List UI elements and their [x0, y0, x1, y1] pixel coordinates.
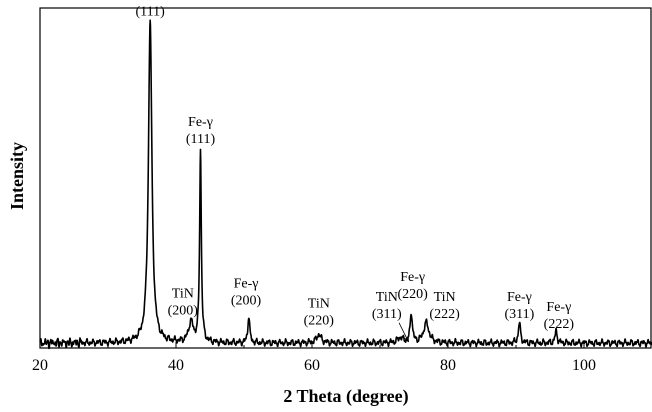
peak-label-index: (220) — [304, 314, 335, 329]
peak-label-name: TiN — [308, 297, 330, 312]
peak-label-name: TiN — [376, 290, 398, 305]
peak-label-index: (200) — [168, 304, 199, 319]
x-tick-label: 40 — [168, 357, 184, 374]
peak-label-index: (111) — [136, 5, 166, 20]
peak-label-index: (311) — [372, 307, 402, 322]
plot-area: 20 40 60 80 100 TiN (111) Fe-γ (111) TiN (200) Fe-γ… — [32, 0, 652, 374]
peak-label-name: Fe-γ — [507, 290, 532, 305]
diffraction-series-line — [39, 19, 652, 350]
peak-label-index: (111) — [186, 132, 216, 147]
peak-label-name: TiN — [139, 0, 161, 3]
peak-label-index: (220) — [397, 287, 428, 302]
x-axis-title: 2 Theta (degree) — [283, 386, 408, 407]
peak-label-name: Fe-γ — [234, 277, 259, 292]
peak-label-name: TiN — [434, 290, 456, 305]
annotation-arrow-head — [403, 335, 409, 343]
peak-label-name: Fe-γ — [400, 270, 425, 285]
peak-label-name: Fe-γ — [546, 300, 571, 315]
x-tick-label: 80 — [440, 357, 456, 374]
peak-label-index: (222) — [544, 317, 575, 332]
peak-label-index: (200) — [231, 294, 262, 309]
y-axis-title: Intensity — [7, 142, 27, 210]
x-tick-label: 20 — [32, 357, 48, 374]
x-tick-label: 100 — [572, 357, 596, 374]
plot-frame — [39, 7, 652, 349]
peak-label-index: (222) — [429, 307, 460, 322]
annotation-arrow-shaft — [398, 322, 409, 343]
peak-label-name: TiN — [172, 287, 194, 302]
x-tick-label: 60 — [304, 357, 320, 374]
peak-label-index: (311) — [504, 307, 534, 322]
peak-label-name: Fe-γ — [188, 115, 213, 130]
